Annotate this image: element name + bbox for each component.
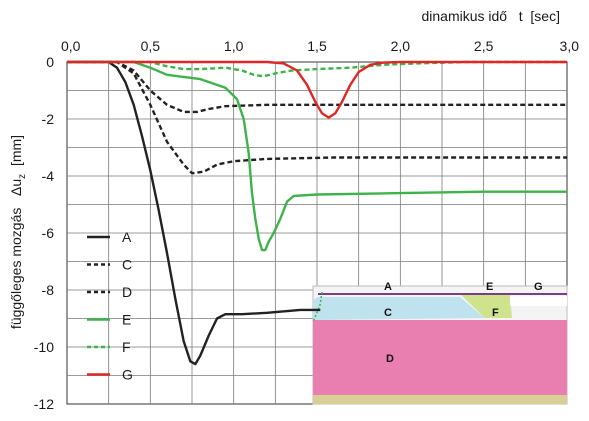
series-line-g <box>67 60 567 119</box>
x-tick-label: 3,0 <box>560 38 580 54</box>
inset-label-g: G <box>534 281 543 293</box>
legend-label-g: G <box>122 367 133 383</box>
x-tick-label: 1,0 <box>224 38 244 54</box>
y-tick-label: -8 <box>42 282 55 298</box>
y-tick-label: -4 <box>42 168 55 184</box>
series-line-a <box>67 60 321 366</box>
series-line-c <box>67 60 567 175</box>
axis-ticks: 0,0 0,5 1,0 1,5 2,0 2,5 3,0 0 -2 -4 -6 -8 -10 -12 <box>34 38 579 412</box>
y-tick-label: -2 <box>42 111 55 127</box>
legend-label-c: C <box>122 257 132 273</box>
x-axis-title: dinamikus idő t [sec] <box>421 8 560 24</box>
inset-base-layer <box>313 395 567 404</box>
y-axis-title: függőleges mozgás Δuz [mm] <box>8 135 28 329</box>
inset-right-fill <box>510 296 567 306</box>
y-axis-title-sub: z <box>17 174 28 179</box>
inset-label-a: A <box>384 281 392 293</box>
series-line-f <box>67 60 567 78</box>
x-tick-label: 2,0 <box>391 38 411 54</box>
legend-label-e: E <box>122 312 131 328</box>
x-tick-label: 0,0 <box>61 38 81 54</box>
inset-layer-c <box>313 297 485 320</box>
legend-label-a: A <box>122 229 132 245</box>
y-axis-title-unit: [mm] <box>8 135 24 174</box>
x-tick-label: 0,5 <box>141 38 161 54</box>
y-tick-label: -10 <box>34 339 54 355</box>
inset-label-e: E <box>486 281 493 293</box>
inset-wedge-e <box>460 294 512 318</box>
y-tick-label: -6 <box>42 225 55 241</box>
series-line-e <box>67 60 567 252</box>
inset-label-f: F <box>492 307 499 319</box>
x-tick-label: 1,5 <box>307 38 327 54</box>
legend-label-d: D <box>122 284 132 300</box>
chart-series <box>67 60 567 366</box>
y-tick-label: 0 <box>46 54 54 70</box>
inset-label-c: C <box>384 307 392 319</box>
inset-layer-d <box>313 320 567 395</box>
cross-section-inset: A E G C F D <box>312 281 568 405</box>
y-axis-title-main: függőleges mozgás Δu <box>8 179 24 329</box>
y-tick-label: -12 <box>34 396 54 412</box>
legend-label-f: F <box>122 339 131 355</box>
inset-label-d: D <box>386 353 394 365</box>
x-tick-label: 2,5 <box>474 38 494 54</box>
series-line-d <box>67 60 567 114</box>
